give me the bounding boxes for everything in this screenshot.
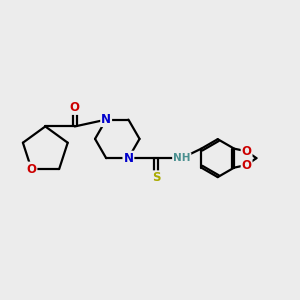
Text: N: N [123, 152, 134, 165]
Text: S: S [152, 171, 160, 184]
Text: O: O [70, 101, 80, 114]
Text: O: O [242, 158, 252, 172]
Text: O: O [26, 163, 37, 176]
Text: N: N [101, 113, 111, 126]
Text: NH: NH [173, 153, 190, 163]
Text: O: O [242, 145, 252, 158]
